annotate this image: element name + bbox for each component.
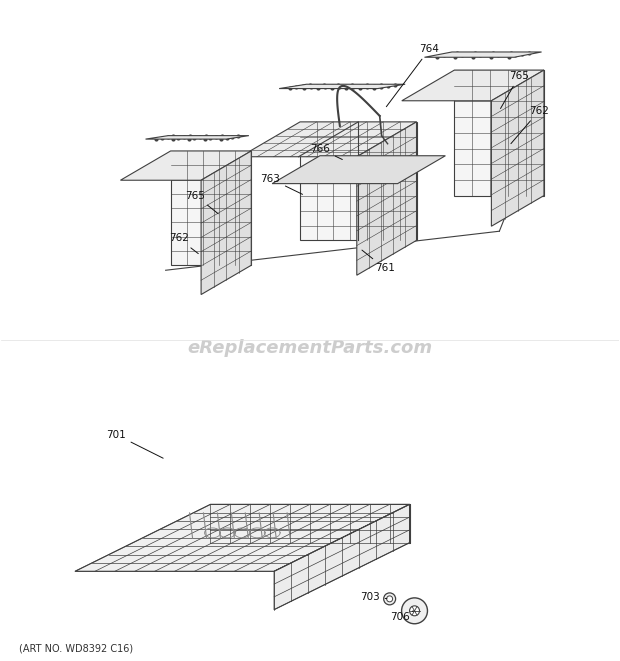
Polygon shape — [201, 151, 251, 295]
Polygon shape — [241, 122, 417, 157]
Polygon shape — [425, 52, 541, 58]
Text: 763: 763 — [260, 174, 303, 194]
Polygon shape — [210, 504, 410, 543]
Polygon shape — [454, 70, 544, 196]
Text: 706: 706 — [390, 611, 414, 622]
Polygon shape — [300, 122, 417, 241]
Text: 761: 761 — [362, 250, 394, 273]
Text: eReplacementParts.com: eReplacementParts.com — [187, 339, 433, 357]
Polygon shape — [272, 156, 445, 184]
Text: (ART NO. WD8392 C16): (ART NO. WD8392 C16) — [19, 644, 133, 654]
Circle shape — [387, 596, 392, 602]
Text: 703: 703 — [360, 592, 387, 602]
Polygon shape — [75, 504, 410, 571]
Text: 765: 765 — [500, 71, 529, 108]
Text: 766: 766 — [310, 143, 342, 159]
Polygon shape — [274, 504, 410, 609]
Polygon shape — [356, 122, 417, 275]
Polygon shape — [402, 70, 544, 100]
Text: 762: 762 — [169, 233, 198, 254]
Circle shape — [402, 598, 427, 624]
Circle shape — [410, 606, 420, 616]
Text: 764: 764 — [386, 44, 440, 106]
Text: 701: 701 — [106, 430, 163, 458]
Polygon shape — [492, 70, 544, 226]
Text: 765: 765 — [185, 190, 218, 214]
Polygon shape — [170, 151, 251, 265]
Circle shape — [384, 593, 396, 605]
Polygon shape — [279, 84, 405, 89]
Polygon shape — [146, 136, 249, 139]
Text: 762: 762 — [511, 106, 549, 143]
Polygon shape — [120, 151, 251, 180]
